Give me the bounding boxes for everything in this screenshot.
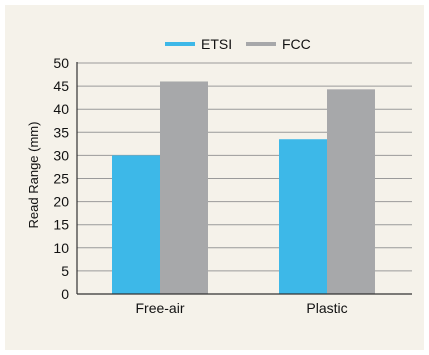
y-tick-label: 50 <box>53 55 69 71</box>
y-tick-label: 20 <box>53 194 69 210</box>
x-category-label: Free-air <box>135 300 184 316</box>
bar-etsi-plastic <box>279 139 327 294</box>
y-tick-label: 35 <box>53 124 69 140</box>
y-axis-title: Read Range (mm) <box>26 122 41 229</box>
y-tick-labels: 0 5 10 15 20 25 30 35 40 45 50 <box>53 55 69 302</box>
bar-fcc-plastic <box>327 89 375 294</box>
legend-label-etsi: ETSI <box>201 36 232 52</box>
y-tick-label: 40 <box>53 101 69 117</box>
x-category-labels: Free-air Plastic <box>135 300 347 316</box>
legend-label-fcc: FCC <box>282 36 311 52</box>
y-tick-label: 15 <box>53 217 69 233</box>
y-tick-label: 10 <box>53 240 69 256</box>
x-category-label: Plastic <box>306 300 347 316</box>
y-tick-label: 5 <box>61 263 69 279</box>
axes <box>76 62 412 295</box>
y-tick-label: 0 <box>61 286 69 302</box>
y-tick-label: 45 <box>53 78 69 94</box>
y-tick-label: 25 <box>53 171 69 187</box>
bar-fcc-free-air <box>160 81 208 294</box>
legend: ETSI FCC <box>165 36 311 52</box>
y-tick-label: 30 <box>53 147 69 163</box>
bar-etsi-free-air <box>112 155 160 294</box>
bars <box>112 81 375 294</box>
